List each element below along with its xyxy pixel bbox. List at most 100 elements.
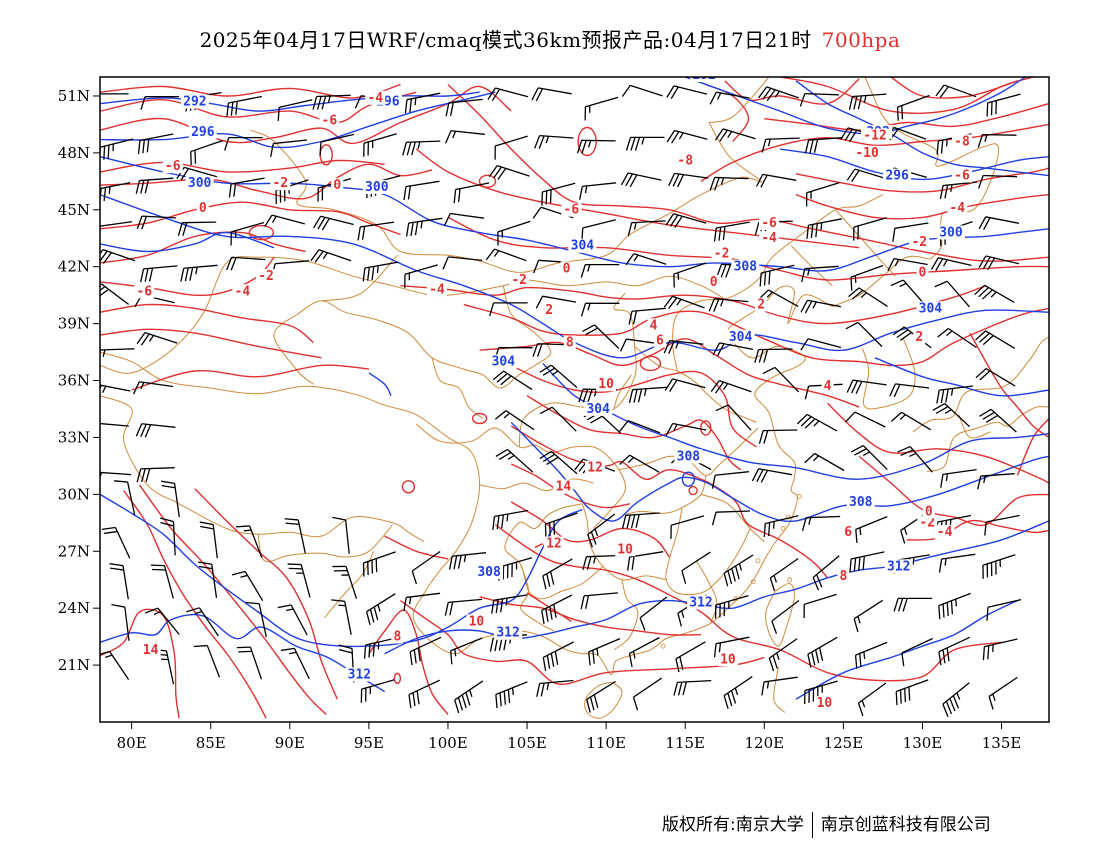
geopotential-contour [384, 520, 1049, 655]
wind-barb [542, 558, 573, 590]
wind-barb [934, 280, 970, 308]
wind-barb [975, 330, 1016, 349]
wind-barb [448, 552, 487, 570]
wind-barb [892, 326, 932, 349]
map-title: 2025年04月17日WRF/cmaq模式36km预报产品:04月17日21时 7… [0, 24, 1100, 53]
contour-label-bg [821, 379, 834, 394]
wind-barb [942, 682, 970, 717]
contour-label-bg [909, 234, 930, 249]
temperature-contour [795, 167, 1049, 193]
contour-label-bg [180, 94, 209, 109]
border-line [582, 285, 833, 676]
wind-barb [854, 641, 888, 669]
wind-barb [100, 221, 132, 228]
wind-barb [100, 283, 129, 305]
geopotential-contour [510, 421, 1049, 522]
wind-barb [584, 96, 619, 121]
wind-barb [711, 471, 749, 489]
wind-barb [937, 327, 977, 349]
wind-barb [535, 295, 577, 309]
temperature-label: -2 [714, 246, 730, 261]
wind-barb [628, 386, 667, 404]
temperature-contour [890, 77, 1018, 99]
geopotential-label: 292 [183, 95, 206, 110]
temperature-contour [526, 395, 742, 471]
temperature-label: -2 [511, 273, 527, 288]
contour-label-bg [687, 595, 716, 610]
wind-barb [761, 137, 800, 153]
wind-barb [226, 256, 266, 271]
temperature-label: -6 [165, 159, 181, 174]
plot-area: 292 296 296 300 300 304 308 300 304 304 304 304 308 3… [100, 77, 1049, 719]
temperature-contour [700, 123, 1049, 182]
wind-barb [582, 554, 621, 570]
temperature-contour [368, 609, 449, 715]
wind-barb [978, 216, 1020, 230]
temperature-contour [384, 535, 449, 560]
geopotential-contour [795, 599, 1018, 700]
longitude-axis: 80E 85E 90E 95E 100E 105E 110E 115E 120E 125E 130E… [117, 722, 1021, 752]
wind-barb [714, 128, 756, 142]
title-level: 700hpa [821, 28, 901, 52]
wind-barb [136, 331, 178, 346]
temperature-label: -2 [272, 176, 288, 191]
lat-tick-label: 36N [58, 372, 90, 390]
wind-barb [939, 181, 977, 200]
lat-tick-label: 45N [58, 201, 90, 219]
country-borders [100, 77, 1049, 719]
temperature-label: -6 [761, 216, 777, 231]
temperature-contour [463, 303, 1049, 367]
wind-barb [800, 338, 842, 351]
border-line [250, 122, 762, 273]
border-line [835, 209, 896, 277]
temperature-contour [100, 85, 512, 145]
wind-barb [712, 342, 754, 357]
wind-barb [857, 682, 887, 717]
wind-barb [539, 364, 578, 388]
contour-label-bg [717, 652, 738, 667]
temperature-closed-contour [401, 480, 416, 494]
contour-label-bg [759, 231, 780, 246]
border-line [912, 336, 1049, 433]
wind-barb [319, 133, 355, 156]
temperature-contour [494, 524, 1002, 682]
wind-barb [236, 525, 263, 558]
wind-barb [806, 182, 840, 207]
wind-barb [804, 452, 845, 472]
contour-label-bg [256, 269, 277, 284]
wind-barb [804, 137, 843, 154]
temperature-contour [764, 102, 1049, 131]
lon-tick-label: 90E [275, 734, 305, 752]
border-line [790, 245, 833, 287]
contour-label-bg [884, 559, 913, 574]
temperature-label: 10 [617, 542, 633, 557]
temperature-label: -8 [954, 134, 970, 149]
temperature-label: 6 [844, 525, 852, 540]
island [750, 579, 756, 585]
temperature-label: 8 [566, 335, 574, 350]
geopotential-contour [100, 193, 1049, 359]
wind-barb [332, 565, 358, 599]
wind-barb [771, 599, 800, 634]
temperature-closed-contour [248, 224, 275, 241]
wind-barb [408, 679, 441, 709]
contour-label-bg [185, 176, 214, 191]
border-line [100, 351, 583, 655]
wind-barb [673, 262, 707, 288]
contour-label-bg [345, 667, 374, 682]
wind-barb [935, 84, 977, 98]
wind-barb [666, 85, 708, 99]
wind-barb [936, 385, 974, 404]
temperature-contour [510, 463, 631, 509]
geopotential-contour [874, 357, 1049, 397]
wind-barb [892, 222, 929, 242]
temperature-label: 10 [720, 652, 736, 667]
geopotential-label: 312 [689, 595, 712, 610]
geopotential-contour [779, 148, 1049, 181]
contour-label-bg [711, 246, 732, 261]
geopotential-label: 312 [887, 559, 910, 574]
wind-barb [755, 173, 797, 188]
wind-barb [709, 176, 749, 191]
border-line [479, 478, 594, 492]
